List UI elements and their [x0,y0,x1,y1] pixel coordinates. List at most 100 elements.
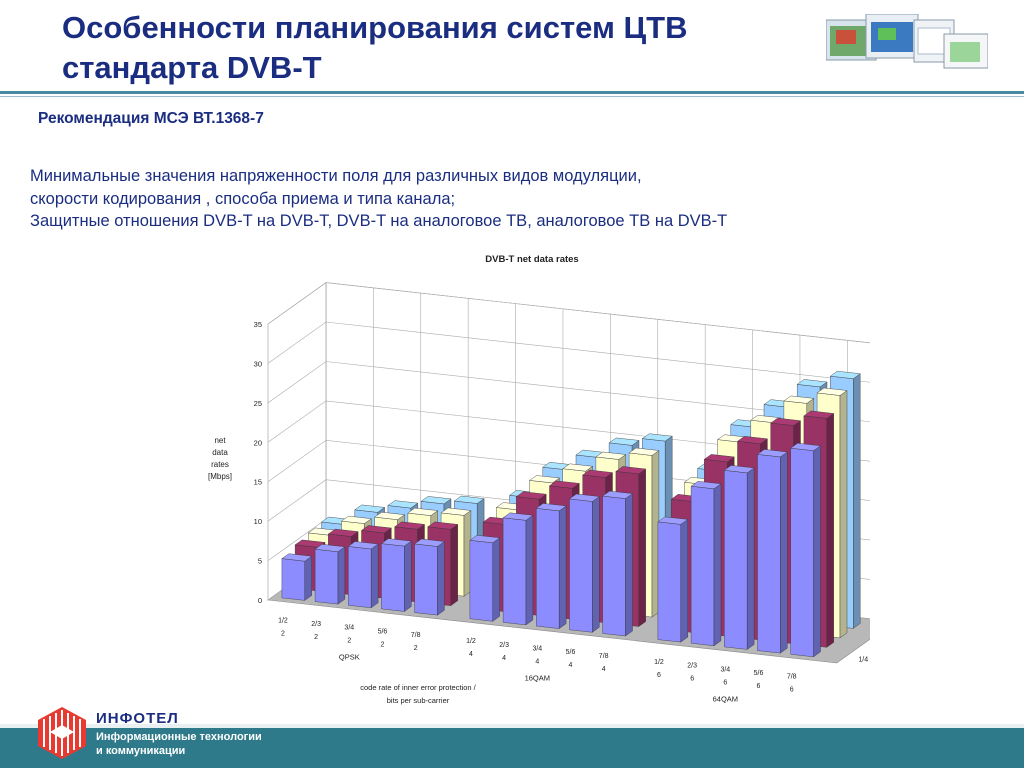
bar-front [657,521,681,643]
bar-front [569,498,593,633]
header-rule [0,91,1024,94]
bar-1-4-8 [568,493,600,633]
footer-bar [0,728,1024,768]
bar-1-4-4 [414,538,445,616]
x-rate-label: 2/3 [311,621,321,628]
bar-top [615,466,647,475]
bar-top [756,449,788,458]
bar-front [690,485,715,647]
bar-front [502,517,527,626]
bar-1-4-13 [756,449,788,654]
bar-front [348,546,372,609]
bar-side [337,546,346,605]
x-group-label: 64QAM [713,694,738,703]
bar-side [592,496,600,633]
x-rate-label: 1/2 [466,638,476,645]
bar-side [450,524,458,607]
x-rate-label: 3/4 [720,666,730,673]
bar-1-4-14 [790,442,822,658]
y-axis-label: [Mbps] [208,472,232,481]
bar-top [568,493,600,502]
bar-top [796,379,828,388]
bar-top [582,469,614,478]
bar-1-4-11 [690,481,722,647]
bar-front [469,540,493,622]
bar-top [281,553,313,562]
x-axis-label: code rate of inner error protection / [360,683,476,692]
bar-top [829,370,861,379]
bar-side [404,540,412,612]
bar-top [770,417,802,426]
body-line-3: Защитные отношения DVB-T на DVB-T, DVB-T… [30,212,728,230]
bar-side [813,445,821,658]
bar-top [608,437,640,446]
y-tick-label: 35 [254,320,262,329]
x-bits-label: 4 [569,662,573,669]
x-bits-label: 6 [690,676,694,683]
bar-1-4-2 [347,541,379,609]
bar-top [548,480,580,489]
chart-title: DVB-T net data rates [485,254,578,265]
bar-top [453,495,485,504]
x-rate-label: 1/2 [278,617,288,624]
bar-top [374,511,406,520]
bar-side [680,519,688,643]
bar-front [281,558,306,601]
bar-top [790,442,822,451]
bar-top [562,463,594,472]
x-bits-label: 2 [381,641,385,648]
x-bits-label: 6 [657,672,661,679]
x-rate-label: 7/8 [599,653,609,660]
slide-title-line1: Особенности планирования систем ЦТВ [62,10,688,45]
x-rate-label: 7/8 [787,674,797,681]
bar-top [380,538,412,547]
x-rate-label: 2/3 [687,663,697,670]
x-rate-label: 5/6 [566,649,576,656]
bar-1-4-6 [502,512,534,626]
bar-top [535,503,567,512]
y-tick-label: 25 [254,399,262,408]
infotel-logo [38,707,86,759]
bar-1-4-7 [535,503,567,629]
bar-side [826,413,834,648]
body-line-2: скорости кодирования , способа приема и … [30,189,456,208]
bar-top [703,454,735,463]
y-tick-label: 30 [254,359,262,368]
x-bits-label: 6 [723,679,727,686]
footer-strip [0,724,1024,728]
x-rate-label: 2/3 [499,642,509,649]
bar-front [414,543,438,616]
bar-top [340,515,372,524]
bar-top [502,512,534,521]
bar-top [387,500,419,509]
bar-front [536,508,560,629]
x-bits-label: 4 [535,658,539,665]
bar-top [803,410,835,419]
bar-side [747,467,755,650]
bar-side [437,541,445,616]
bar-top [294,539,326,548]
x-bits-label: 4 [469,651,473,658]
x-bits-label: 4 [502,655,506,662]
dvbt-data-rate-chart: DVB-T net data rates 0 5 10 15 20 25 30 35 net dat… [208,254,870,705]
bar-top [427,521,459,530]
bar-top [347,541,379,550]
bar-side [780,451,788,654]
y-axis-label: rates [211,460,229,469]
bar-front [381,543,405,612]
x-bits-label: 2 [314,634,318,641]
bar-top [327,528,359,537]
x-bits-label: 2 [414,645,418,652]
bar-top [723,465,755,474]
bar-side [370,543,379,609]
bar-top [440,507,472,516]
slide-title: Особенности планирования систем ЦТВ стан… [62,8,762,88]
y-tick-label: 0 [258,596,262,605]
bar-top [360,525,392,534]
bar-top [529,475,560,484]
x-bits-label: 6 [790,687,794,694]
bar-side [525,514,534,626]
bar-front [790,447,814,658]
bar-top [394,521,426,530]
bar-front [724,470,748,650]
